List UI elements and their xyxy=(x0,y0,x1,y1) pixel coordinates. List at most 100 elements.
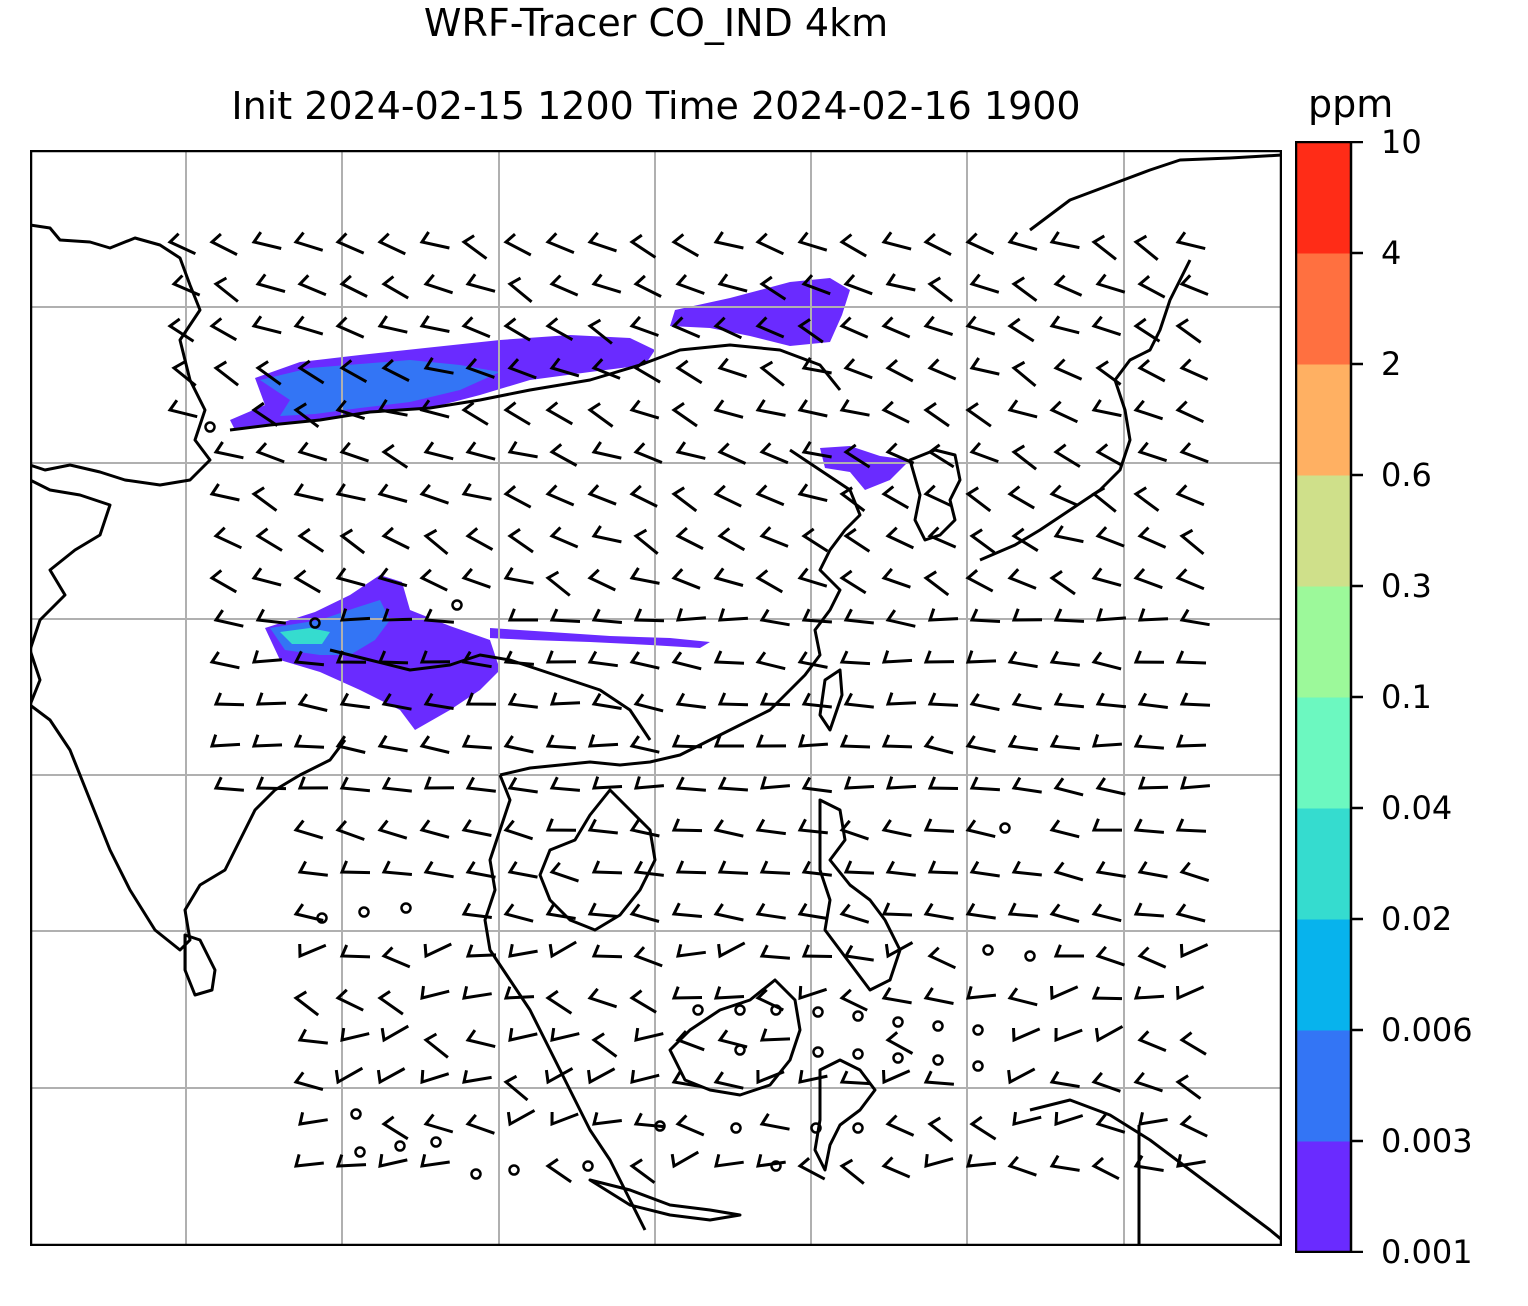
wind-barb xyxy=(1179,274,1209,296)
wind-barb xyxy=(843,443,871,469)
wind-barb xyxy=(633,528,659,555)
wind-barb xyxy=(1137,526,1167,549)
wind-barb xyxy=(335,988,364,1012)
wind-barb xyxy=(629,735,660,754)
wind-barb xyxy=(965,315,996,336)
tracer-plume-north-inner xyxy=(260,360,500,416)
wind-barb xyxy=(213,360,240,387)
wind-barb xyxy=(423,860,454,879)
wind-barb xyxy=(1049,400,1079,424)
wind-barb xyxy=(629,819,660,838)
wind-barb xyxy=(423,1032,449,1059)
wind-barb xyxy=(797,651,828,669)
wind-barb xyxy=(969,1115,997,1141)
wind-barb xyxy=(1007,650,1038,669)
wind-barb xyxy=(423,357,454,375)
wind-barb xyxy=(759,275,787,301)
wind-barb xyxy=(545,401,574,426)
wind-barb xyxy=(419,735,450,754)
wind-barb xyxy=(675,776,707,792)
wind-barb xyxy=(293,1154,324,1168)
wind-barb xyxy=(587,650,618,668)
map-border xyxy=(30,150,1282,1246)
wind-barb xyxy=(1133,818,1165,834)
wind-barb xyxy=(503,735,534,754)
wind-barb xyxy=(1091,651,1122,671)
wind-barb xyxy=(419,650,451,664)
wind-barb xyxy=(969,357,1000,376)
wind-barb xyxy=(629,233,657,259)
wind-barb xyxy=(717,776,749,792)
calm-wind-circle xyxy=(982,944,994,956)
wind-barb xyxy=(801,274,831,296)
calm-wind-circle xyxy=(892,1052,904,1064)
wind-barb xyxy=(713,231,744,250)
wind-barb xyxy=(629,484,658,508)
colorbar-unit: ppm xyxy=(1308,82,1394,126)
wind-barb xyxy=(503,401,531,426)
wind-barb xyxy=(843,608,874,625)
wind-barb xyxy=(629,399,660,420)
wind-barb xyxy=(591,944,623,959)
wind-barb xyxy=(213,692,245,707)
wind-barb xyxy=(801,860,832,877)
wind-barb xyxy=(420,985,450,1000)
calm-wind-circle xyxy=(734,1004,746,1016)
wind-barb xyxy=(381,776,412,793)
wind-barb xyxy=(671,651,702,671)
wind-barb xyxy=(881,231,912,251)
wind-barb xyxy=(1094,1025,1124,1043)
wind-barb xyxy=(1175,818,1207,833)
wind-barb xyxy=(923,902,954,921)
wind-barb xyxy=(881,485,910,510)
wind-barb xyxy=(1137,608,1169,622)
wind-barb xyxy=(420,1069,450,1085)
wind-barb xyxy=(339,608,371,622)
wind-barb xyxy=(587,902,619,918)
wind-barb xyxy=(713,650,745,665)
calm-wind-circle xyxy=(999,822,1011,834)
colorbar-tick-label: 0.003 xyxy=(1381,1122,1473,1160)
wind-barb xyxy=(881,400,910,424)
wind-barb xyxy=(881,650,913,664)
wind-barb xyxy=(629,903,660,923)
wind-barb xyxy=(545,650,577,664)
calm-wind-circle xyxy=(654,1120,666,1132)
wind-barb xyxy=(881,567,911,589)
colorbar-tick-label: 0.6 xyxy=(1381,456,1432,494)
wind-barb xyxy=(927,358,957,381)
wind-barb xyxy=(255,608,286,625)
wind-barb xyxy=(675,359,703,385)
wind-barb xyxy=(801,692,832,709)
wind-barb xyxy=(293,315,324,336)
wind-barb xyxy=(755,734,787,748)
wind-barb xyxy=(798,985,828,1001)
wind-barb xyxy=(339,860,371,875)
wind-barb xyxy=(756,1069,785,1085)
wind-barb xyxy=(1053,777,1084,797)
wind-barb xyxy=(843,274,873,296)
wind-barb xyxy=(1176,985,1205,1001)
wind-barb xyxy=(461,650,492,669)
wind-barb xyxy=(1053,358,1083,381)
wind-barb xyxy=(297,776,329,790)
coast-mongolia-border xyxy=(229,343,842,432)
wind-barb xyxy=(545,1158,572,1184)
wind-barb xyxy=(675,274,705,295)
wind-barb xyxy=(1011,776,1042,794)
wind-barb xyxy=(1091,734,1123,748)
wind-barb xyxy=(1053,274,1083,297)
wind-barb xyxy=(591,608,623,624)
wind-barb xyxy=(465,776,496,793)
wind-barb xyxy=(507,692,538,709)
wind-barb xyxy=(293,1071,324,1092)
wind-barb xyxy=(1137,441,1168,463)
wind-barbs xyxy=(167,231,1211,1185)
wind-barb xyxy=(633,359,661,384)
calm-wind-circle xyxy=(734,1044,746,1056)
wind-barb xyxy=(629,1158,656,1184)
colorbar-segment xyxy=(1296,808,1351,920)
wind-barb xyxy=(671,734,703,749)
calm-wind-circle xyxy=(770,1004,782,1016)
wind-barb xyxy=(755,651,786,671)
